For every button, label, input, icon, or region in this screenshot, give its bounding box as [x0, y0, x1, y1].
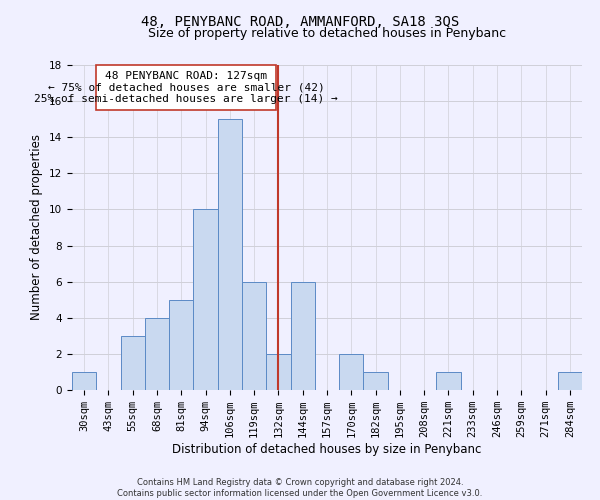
X-axis label: Distribution of detached houses by size in Penybanc: Distribution of detached houses by size …	[172, 443, 482, 456]
Bar	[436, 372, 461, 390]
Bar	[218, 119, 242, 390]
Text: 48, PENYBANC ROAD, AMMANFORD, SA18 3QS: 48, PENYBANC ROAD, AMMANFORD, SA18 3QS	[141, 15, 459, 29]
Text: Contains HM Land Registry data © Crown copyright and database right 2024.
Contai: Contains HM Land Registry data © Crown c…	[118, 478, 482, 498]
Bar	[72, 372, 96, 390]
Bar	[169, 300, 193, 390]
Bar	[339, 354, 364, 390]
Bar	[558, 372, 582, 390]
Text: 48 PENYBANC ROAD: 127sqm
← 75% of detached houses are smaller (42)
25% of semi-d: 48 PENYBANC ROAD: 127sqm ← 75% of detach…	[34, 71, 338, 104]
FancyBboxPatch shape	[96, 65, 276, 110]
Bar	[242, 282, 266, 390]
Bar	[145, 318, 169, 390]
Bar	[290, 282, 315, 390]
Y-axis label: Number of detached properties: Number of detached properties	[31, 134, 43, 320]
Bar	[193, 210, 218, 390]
Bar	[121, 336, 145, 390]
Title: Size of property relative to detached houses in Penybanc: Size of property relative to detached ho…	[148, 27, 506, 40]
Bar	[364, 372, 388, 390]
Bar	[266, 354, 290, 390]
